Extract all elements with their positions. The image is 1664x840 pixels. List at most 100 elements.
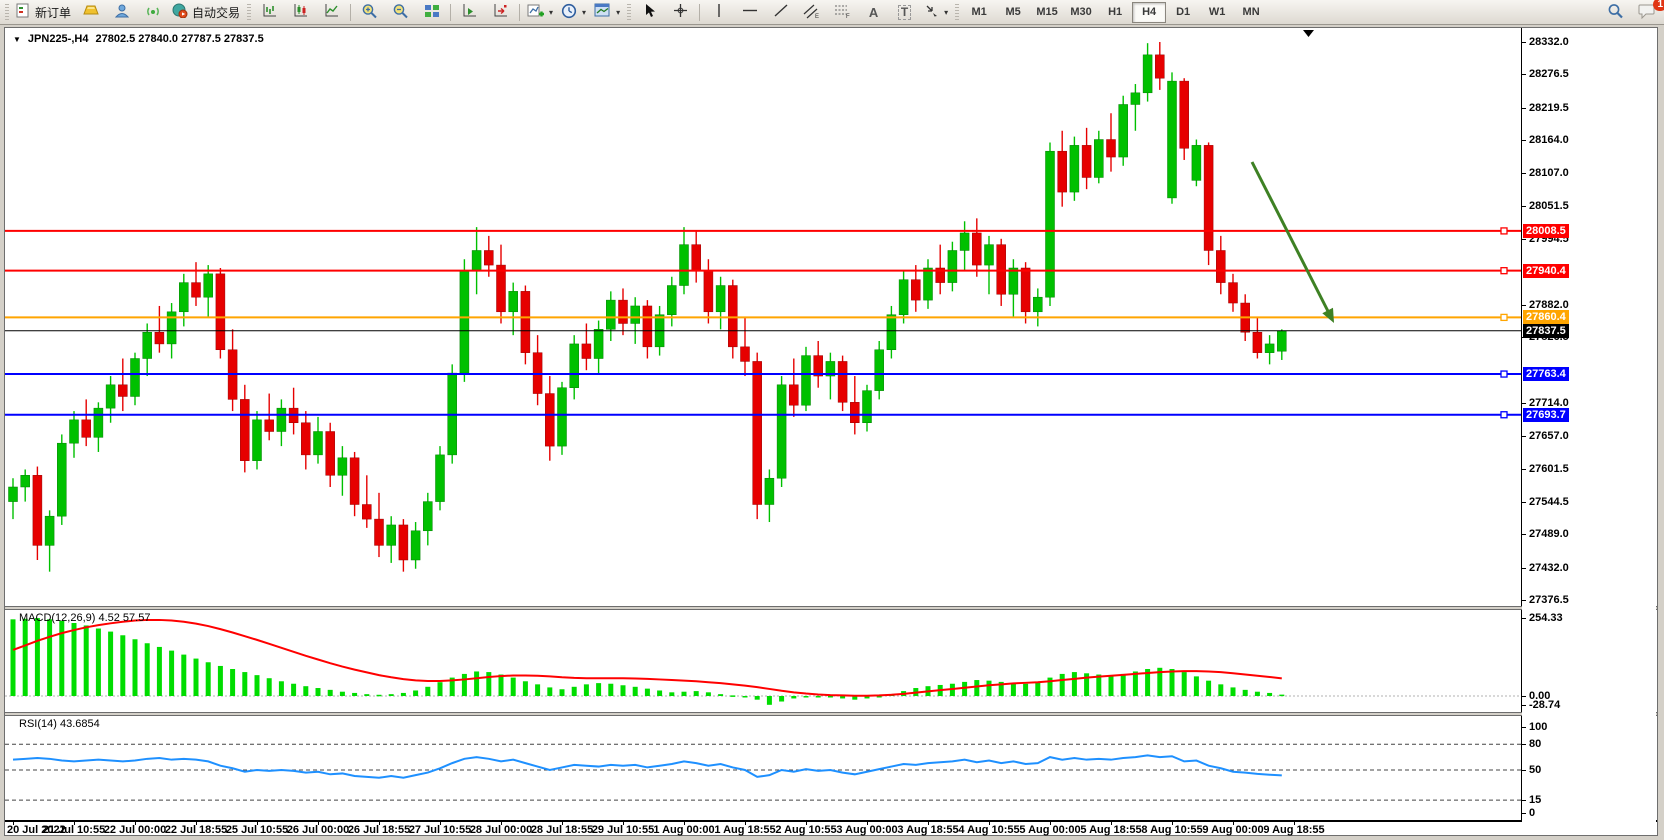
time-axis-tick	[928, 822, 929, 825]
auto-trading-button[interactable]: 自动交易	[168, 1, 244, 24]
date-label: 9 Aug 00:00	[1202, 824, 1264, 836]
time-axis-tick	[74, 822, 75, 825]
timeframe-h4-button[interactable]: H4	[1132, 1, 1167, 23]
periods-caret-icon: ▾	[582, 7, 587, 17]
pane-divider[interactable]	[5, 606, 1657, 610]
date-label: 28 Jul 18:55	[530, 824, 594, 836]
arrows-caret-icon: ▾	[944, 7, 949, 17]
price-line-badge: 27763.4	[1523, 367, 1569, 382]
trendline-tool-button[interactable]	[765, 1, 796, 24]
date-label: 4 Aug 10:55	[958, 824, 1020, 836]
new-order-label: 新订单	[35, 5, 72, 20]
toolbar-drag-handle[interactable]	[627, 4, 632, 20]
indicators-caret-icon: ▾	[549, 7, 554, 17]
cursor-icon	[643, 3, 657, 21]
axis-tick	[1522, 800, 1526, 802]
time-axis-tick	[867, 822, 868, 825]
date-label: 29 Jul 10:55	[591, 824, 655, 836]
chat-button[interactable]: 1	[1631, 0, 1664, 24]
macd-label: MACD(12,26,9) 4.52 57.57	[19, 612, 151, 624]
clock-icon	[561, 3, 577, 22]
timeframe-w1-button[interactable]: W1	[1208, 6, 1226, 18]
timeframe-m30-button[interactable]: M30	[1070, 6, 1092, 18]
indicators-button[interactable]: ▾	[523, 1, 557, 24]
axis-tick	[1522, 239, 1526, 241]
date-label: 20 Jul 2022	[7, 824, 66, 836]
candlestick-chart-icon	[293, 3, 309, 21]
timeframe-mn-button[interactable]: MN	[1242, 6, 1260, 18]
chat-bubble-icon	[1638, 3, 1656, 22]
date-label: 3 Aug 00:00	[836, 824, 898, 836]
timeframe-h1-button[interactable]: H1	[1108, 6, 1123, 18]
time-axis-tick	[196, 822, 197, 825]
timeframe-d1-button[interactable]: D1	[1176, 6, 1191, 18]
svg-text:F: F	[846, 14, 850, 19]
date-label: 1 Aug 18:55	[714, 824, 776, 836]
search-button[interactable]	[1600, 1, 1631, 24]
time-axis[interactable]: 20 Jul 2022 21 Jul 10:55 22 Jul 00:00 22 Ju…	[5, 822, 1657, 836]
gold-button[interactable]	[75, 1, 106, 24]
vertical-line-tool-button[interactable]	[703, 1, 734, 24]
time-axis-tick	[1111, 822, 1112, 825]
time-axis-tick	[1172, 822, 1173, 825]
periods-button[interactable]: ▾	[557, 1, 590, 24]
axis-tick-label: 27657.0	[1529, 430, 1569, 443]
toolbar-drag-handle[interactable]	[5, 4, 9, 20]
date-label: 27 Jul 10:55	[408, 824, 472, 836]
publisher-button[interactable]	[106, 1, 137, 24]
candlestick-chart-button[interactable]	[285, 1, 316, 24]
line-chart-button[interactable]	[316, 1, 347, 24]
arrows-icon	[924, 3, 939, 21]
bar-chart-button[interactable]	[254, 1, 285, 24]
axis-tick-label: 100	[1529, 721, 1548, 733]
timeframe-m15-button[interactable]: M15	[1036, 6, 1058, 18]
collapse-triangle-icon[interactable]: ▼	[13, 34, 21, 44]
macd-chart[interactable]	[5, 610, 1521, 712]
horizontal-line-icon	[742, 3, 758, 21]
tile-windows-icon	[424, 3, 440, 21]
price-pane[interactable]: ▼ JPN225-,H4 27802.5 27840.0 27787.5 278…	[5, 28, 1522, 606]
zoom-out-button[interactable]	[385, 1, 416, 24]
axis-tick-label: 27544.5	[1529, 495, 1569, 508]
time-axis-tick	[257, 822, 258, 825]
cursor-tool-button[interactable]	[634, 1, 665, 24]
timeframe-m1-button[interactable]: M1	[971, 6, 987, 18]
time-axis-tick	[440, 822, 441, 825]
rsi-pane[interactable]: RSI(14) 43.6854	[5, 716, 1522, 820]
text-tool-button[interactable]: A	[858, 1, 889, 24]
axis-tick	[1522, 173, 1526, 175]
axis-tick	[1522, 617, 1526, 619]
candlestick-chart[interactable]	[5, 28, 1521, 606]
time-axis-tick	[989, 822, 990, 825]
chart-shift-button[interactable]	[485, 1, 516, 24]
time-axis-tick	[623, 822, 624, 825]
channel-tool-button[interactable]: E	[796, 1, 827, 24]
templates-button[interactable]: ▾	[590, 1, 624, 24]
new-order-icon	[16, 3, 31, 21]
date-label: 3 Aug 18:55	[897, 824, 959, 836]
time-axis-tick	[806, 822, 807, 825]
toolbar-drag-handle[interactable]	[955, 4, 960, 20]
rsi-chart[interactable]	[5, 716, 1521, 820]
price-line-badge: 27693.7	[1523, 407, 1569, 422]
signals-button[interactable]	[137, 1, 168, 24]
date-label: 9 Aug 18:55	[1263, 824, 1325, 836]
price-axis[interactable]: 28332.0 28276.5 28219.5 28164.0 28107.0 28051…	[1522, 28, 1656, 822]
crosshair-tool-button[interactable]	[665, 1, 696, 24]
tile-windows-button[interactable]	[416, 1, 447, 24]
price-line-badge: 27940.4	[1523, 263, 1569, 278]
signal-waves-icon	[145, 3, 161, 21]
pane-divider[interactable]	[5, 712, 1657, 716]
macd-pane[interactable]: MACD(12,26,9) 4.52 57.57	[5, 610, 1522, 712]
fibonacci-tool-button[interactable]: F	[827, 1, 858, 24]
arrows-tool-button[interactable]: ▾	[920, 1, 952, 24]
axis-tick	[1522, 770, 1526, 771]
text-label-tool-button[interactable]: T	[889, 1, 920, 24]
time-axis-tick	[745, 822, 746, 825]
horizontal-line-tool-button[interactable]	[734, 1, 765, 24]
auto-scroll-button[interactable]	[454, 1, 485, 24]
zoom-in-button[interactable]	[354, 1, 385, 24]
timeframe-m5-button[interactable]: M5	[1005, 6, 1021, 18]
new-order-button[interactable]: 新订单	[12, 1, 75, 24]
toolbar-drag-handle[interactable]	[247, 4, 252, 20]
